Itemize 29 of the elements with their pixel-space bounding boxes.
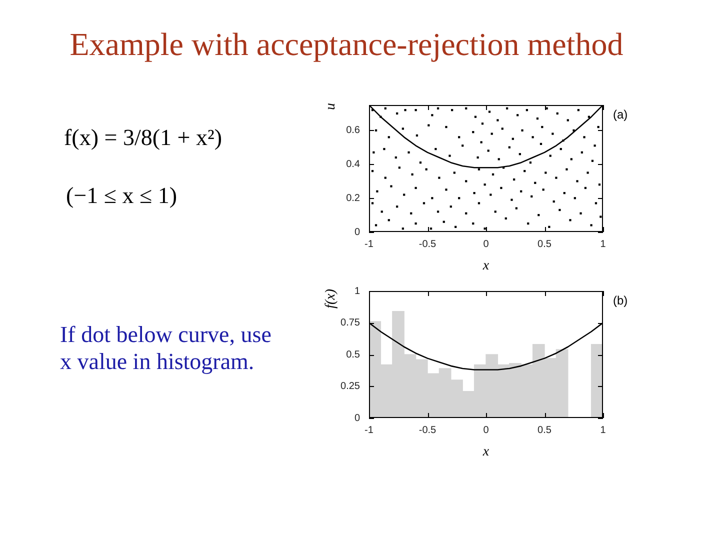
x-axis-title: x <box>482 444 490 460</box>
text: f(x) = 3/8(1 + x²) <box>64 124 222 152</box>
x-tick-label: 0 <box>483 238 490 250</box>
x-tick-label: 0 <box>483 424 490 436</box>
y-tick-label: 0.75 <box>340 318 360 328</box>
x-tick-label: 0.5 <box>538 238 552 250</box>
x-tick-label: 1 <box>600 238 606 250</box>
x-tick-label: -0.5 <box>418 238 437 250</box>
y-tick-label: 0.2 <box>346 192 360 204</box>
text: (b) <box>613 293 628 308</box>
y-axis-title: u <box>324 103 339 110</box>
y-tick-label: 1 <box>354 286 360 297</box>
y-tick-label: 0 <box>354 226 360 238</box>
y-tick-label: 0.4 <box>346 159 360 170</box>
y-tick-label: 0.6 <box>346 125 360 136</box>
x-axis-title: x <box>482 258 490 274</box>
text: (a) <box>613 107 628 122</box>
x-tick-label: -1 <box>364 424 374 436</box>
y-axis-title: f(x) <box>324 288 339 308</box>
text: (−1 ≤ x ≤ 1) <box>66 182 178 210</box>
y-tick-label: 0.25 <box>340 381 360 392</box>
text: If dot below curve, use x value in histogram. <box>60 321 272 375</box>
x-tick-label: -1 <box>364 238 374 250</box>
y-tick-label: 0 <box>354 412 360 424</box>
x-tick-label: -0.5 <box>418 424 437 436</box>
x-tick-label: 1 <box>600 424 606 436</box>
x-tick-label: 0.5 <box>538 424 552 436</box>
y-tick-label: 0.5 <box>346 349 360 360</box>
chart-title: Example with acceptance-rejection method <box>68 26 624 63</box>
